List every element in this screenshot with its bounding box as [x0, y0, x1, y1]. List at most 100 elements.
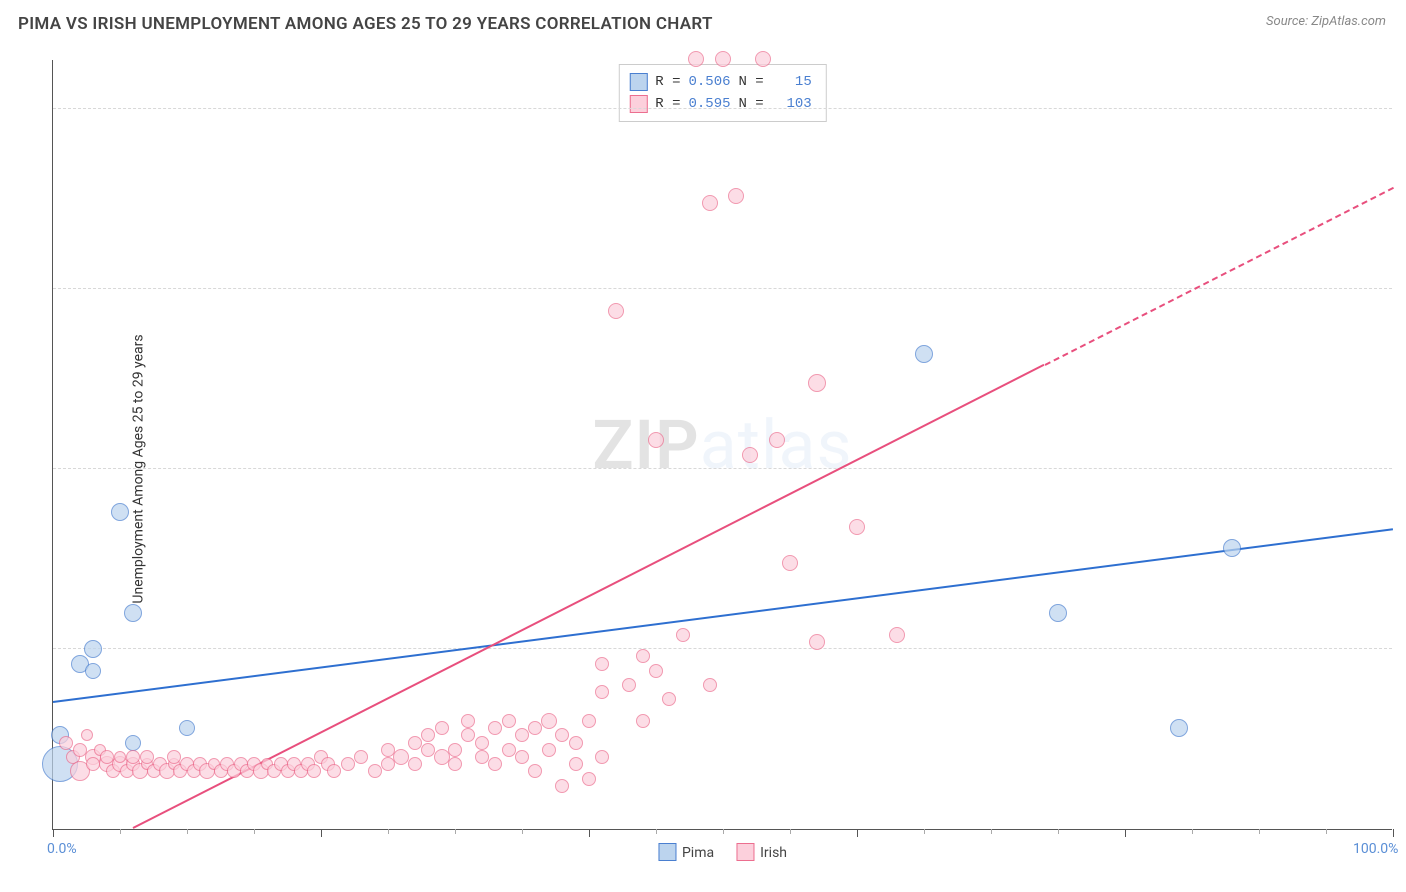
correlation-legend-row: R = 0.506 N = 15 — [629, 71, 811, 93]
irish-point — [809, 634, 825, 650]
irish-point — [488, 721, 502, 735]
x-tick-minor — [187, 829, 188, 834]
irish-point — [569, 757, 583, 771]
irish-point — [702, 195, 718, 211]
irish-point — [475, 736, 489, 750]
irish-point — [502, 714, 516, 728]
irish-point — [448, 743, 462, 757]
irish-point — [542, 743, 556, 757]
chart-title: PIMA VS IRISH UNEMPLOYMENT AMONG AGES 25… — [18, 14, 713, 34]
irish-point — [595, 657, 609, 671]
irish-point — [126, 750, 140, 764]
x-tick-major — [589, 829, 590, 837]
legend-n-label: N = — [739, 74, 764, 90]
legend-r-value: 0.506 — [688, 74, 730, 90]
legend-r-label: R = — [655, 74, 680, 90]
series-legend-label: Irish — [760, 845, 787, 861]
pima-point — [1223, 539, 1241, 557]
x-tick-minor — [1326, 829, 1327, 834]
irish-point — [782, 555, 798, 571]
irish-point — [636, 649, 650, 663]
pima-point — [84, 640, 102, 658]
irish-point — [448, 757, 462, 771]
irish-point — [582, 772, 596, 786]
irish-point — [742, 447, 758, 463]
irish-point — [595, 685, 609, 699]
series-legend-item: Irish — [736, 843, 787, 861]
pima-point — [1049, 604, 1067, 622]
x-tick-label: 100.0% — [1353, 841, 1398, 857]
irish-point — [755, 51, 771, 67]
watermark: ZIPatlas — [592, 405, 852, 485]
x-tick-minor — [991, 829, 992, 834]
irish-point — [555, 728, 569, 742]
irish-point — [728, 188, 744, 204]
irish-point — [421, 728, 435, 742]
irish-point — [703, 678, 717, 692]
x-tick-minor — [1058, 829, 1059, 834]
irish-point — [327, 764, 341, 778]
pima-point — [125, 735, 141, 751]
legend-swatch — [629, 95, 647, 113]
series-legend: Pima Irish — [658, 843, 787, 861]
correlation-legend-row: R =0.595N =103 — [629, 93, 811, 115]
irish-point — [889, 627, 905, 643]
irish-point — [555, 779, 569, 793]
irish-point — [715, 51, 731, 67]
legend-n-label: N = — [739, 96, 764, 112]
legend-swatch — [658, 843, 676, 861]
x-tick-minor — [656, 829, 657, 834]
x-tick-minor — [1259, 829, 1260, 834]
irish-point — [59, 736, 73, 750]
irish-point — [435, 721, 449, 735]
x-tick-minor — [924, 829, 925, 834]
irish-point — [140, 750, 154, 764]
series-legend-label: Pima — [682, 845, 714, 861]
watermark-zip: ZIP — [592, 405, 699, 485]
irish-point — [461, 728, 475, 742]
x-tick-minor — [388, 829, 389, 834]
gridline — [53, 468, 1392, 469]
irish-point — [528, 764, 542, 778]
gridline — [53, 108, 1392, 109]
irish-point — [662, 692, 676, 706]
irish-point — [582, 714, 596, 728]
legend-n-value: 15 — [772, 74, 812, 90]
x-tick-major — [321, 829, 322, 837]
correlation-legend: R = 0.506 N = 15 R =0.595N =103 — [618, 64, 826, 122]
x-tick-major — [1393, 829, 1394, 837]
irish-point — [81, 729, 93, 741]
x-tick-minor — [120, 829, 121, 834]
irish-point — [595, 750, 609, 764]
pima-point — [1170, 719, 1188, 737]
x-tick-minor — [1192, 829, 1193, 834]
irish-point — [676, 628, 690, 642]
x-tick-label: 0.0% — [47, 841, 77, 857]
pima-point — [85, 663, 101, 679]
legend-swatch — [736, 843, 754, 861]
pima-point — [179, 720, 195, 736]
chart-container: Unemployment Among Ages 25 to 29 years Z… — [0, 46, 1406, 892]
irish-point — [648, 432, 664, 448]
irish-point — [167, 750, 181, 764]
irish-point — [622, 678, 636, 692]
irish-point — [769, 432, 785, 448]
legend-swatch — [629, 73, 647, 91]
irish-point — [461, 714, 475, 728]
irish-point — [341, 757, 355, 771]
x-tick-minor — [790, 829, 791, 834]
pima-trendline — [53, 528, 1393, 703]
irish-trendline-dashed — [1044, 187, 1393, 366]
irish-point — [515, 728, 529, 742]
irish-point — [849, 519, 865, 535]
x-tick-major — [1125, 829, 1126, 837]
x-tick-minor — [522, 829, 523, 834]
irish-point — [502, 743, 516, 757]
irish-point — [541, 713, 557, 729]
irish-point — [515, 750, 529, 764]
irish-point — [636, 714, 650, 728]
x-tick-major — [857, 829, 858, 837]
plot-area: ZIPatlas R =0.506N =15R =0.595N =103 Pim… — [52, 60, 1392, 830]
irish-point — [354, 750, 368, 764]
irish-point — [114, 751, 126, 763]
